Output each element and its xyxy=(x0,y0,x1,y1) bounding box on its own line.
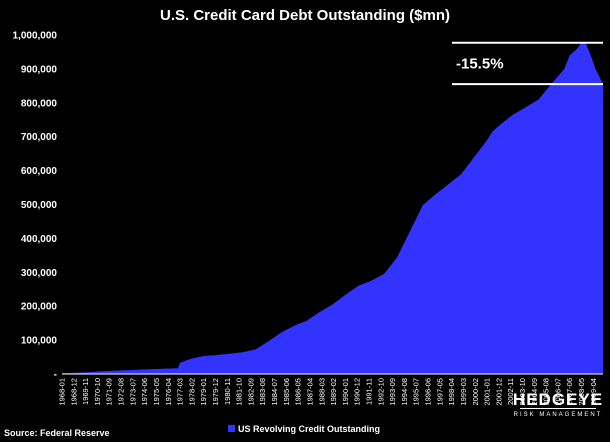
x-axis: 1968-01 1968-12 1969-11 1970-10 1971-09 1972-… xyxy=(58,378,598,406)
x-tick-label: 1987-04 xyxy=(305,378,314,406)
x-tick-label: 1968-12 xyxy=(69,378,78,406)
x-tick-label: 1992-10 xyxy=(376,378,385,406)
x-tick-label: 1989-02 xyxy=(329,378,338,406)
x-tick-label: 1976-04 xyxy=(164,378,173,406)
y-tick-label: 900,000 xyxy=(21,64,58,75)
y-tick-label: 500,000 xyxy=(21,200,58,211)
legend-label: US Revolving Credit Outstanding xyxy=(238,424,380,434)
x-tick-label: 1969-11 xyxy=(81,378,90,405)
x-tick-label: 1995-07 xyxy=(412,378,421,406)
x-tick-label: 1979-01 xyxy=(199,378,208,406)
y-tick-label: 200,000 xyxy=(21,302,58,313)
series-area xyxy=(62,42,603,375)
logo-text: HEDGEYE xyxy=(513,390,603,409)
y-tick-label: - xyxy=(54,370,57,381)
x-tick-label: 1973-07 xyxy=(128,378,137,406)
x-tick-label: 1996-06 xyxy=(424,378,433,406)
x-tick-label: 1977-03 xyxy=(176,378,185,406)
logo-rule xyxy=(520,408,596,409)
y-axis: - 100,000 200,000 300,000 400,000 500,000 600,… xyxy=(13,31,58,381)
decline-label: -15.5% xyxy=(456,55,504,72)
x-tick-label: 1997-05 xyxy=(435,378,444,406)
x-tick-label: 1986-05 xyxy=(294,378,303,406)
x-tick-label: 1968-01 xyxy=(58,378,67,406)
x-tick-label: 1978-02 xyxy=(187,378,196,406)
x-tick-label: 1998-04 xyxy=(447,378,456,406)
legend: US Revolving Credit Outstanding xyxy=(228,424,380,434)
legend-swatch xyxy=(228,425,235,432)
plot-area xyxy=(62,42,603,375)
x-tick-label: 2007-06 xyxy=(565,378,574,406)
x-tick-label: 2001-12 xyxy=(494,378,503,406)
y-tick-label: 100,000 xyxy=(21,336,58,347)
logo-subtitle: RISK MANAGEMENT xyxy=(514,412,603,418)
x-tick-label: 2001-01 xyxy=(483,378,492,406)
chart-title: U.S. Credit Card Debt Outstanding ($mn) xyxy=(160,7,450,24)
decline-annotation: -15.5% xyxy=(452,41,603,86)
x-tick-label: 2004-09 xyxy=(530,378,539,406)
y-tick-label: 700,000 xyxy=(21,132,58,143)
x-tick-label: 1979-12 xyxy=(211,378,220,406)
x-tick-label: 1972-08 xyxy=(117,378,126,406)
x-tick-label: 1981-10 xyxy=(235,378,244,406)
x-tick-label: 1993-09 xyxy=(388,378,397,406)
x-tick-label: 1991-11 xyxy=(364,378,373,405)
y-tick-label: 1,000,000 xyxy=(13,31,58,42)
y-tick-label: 400,000 xyxy=(21,234,58,245)
hedgeye-logo: HEDGEYE RISK MANAGEMENT xyxy=(513,390,603,418)
x-tick-label: 1999-03 xyxy=(459,378,468,406)
x-tick-label: 1990-01 xyxy=(341,378,350,406)
x-tick-label: 1988-03 xyxy=(317,378,326,406)
x-tick-label: 1975-05 xyxy=(152,378,161,406)
x-tick-label: 1983-08 xyxy=(258,378,267,406)
x-tick-label: 1994-08 xyxy=(400,378,409,406)
source-note: Source: Federal Reserve xyxy=(4,428,110,438)
x-tick-label: 2002-11 xyxy=(506,378,515,405)
x-tick-label: 1990-12 xyxy=(353,378,362,406)
x-tick-label: 2003-10 xyxy=(518,378,527,406)
x-tick-label: 1980-11 xyxy=(223,378,232,405)
x-tick-label: 1982-09 xyxy=(246,378,255,406)
x-tick-label: 1971-09 xyxy=(105,378,114,406)
x-tick-label: 1985-06 xyxy=(282,378,291,406)
x-tick-label: 1970-10 xyxy=(93,378,102,406)
x-tick-label: 2009-04 xyxy=(589,378,598,406)
y-tick-label: 300,000 xyxy=(21,268,58,279)
x-tick-label: 2006-07 xyxy=(553,378,562,406)
x-tick-label: 2005-08 xyxy=(542,378,551,406)
x-tick-label: 1974-06 xyxy=(140,378,149,406)
y-tick-label: 800,000 xyxy=(21,98,58,109)
x-tick-label: 1984-07 xyxy=(270,378,279,406)
x-tick-label: 2000-02 xyxy=(471,378,480,406)
y-tick-label: 600,000 xyxy=(21,166,58,177)
x-tick-label: 2008-05 xyxy=(577,378,586,406)
